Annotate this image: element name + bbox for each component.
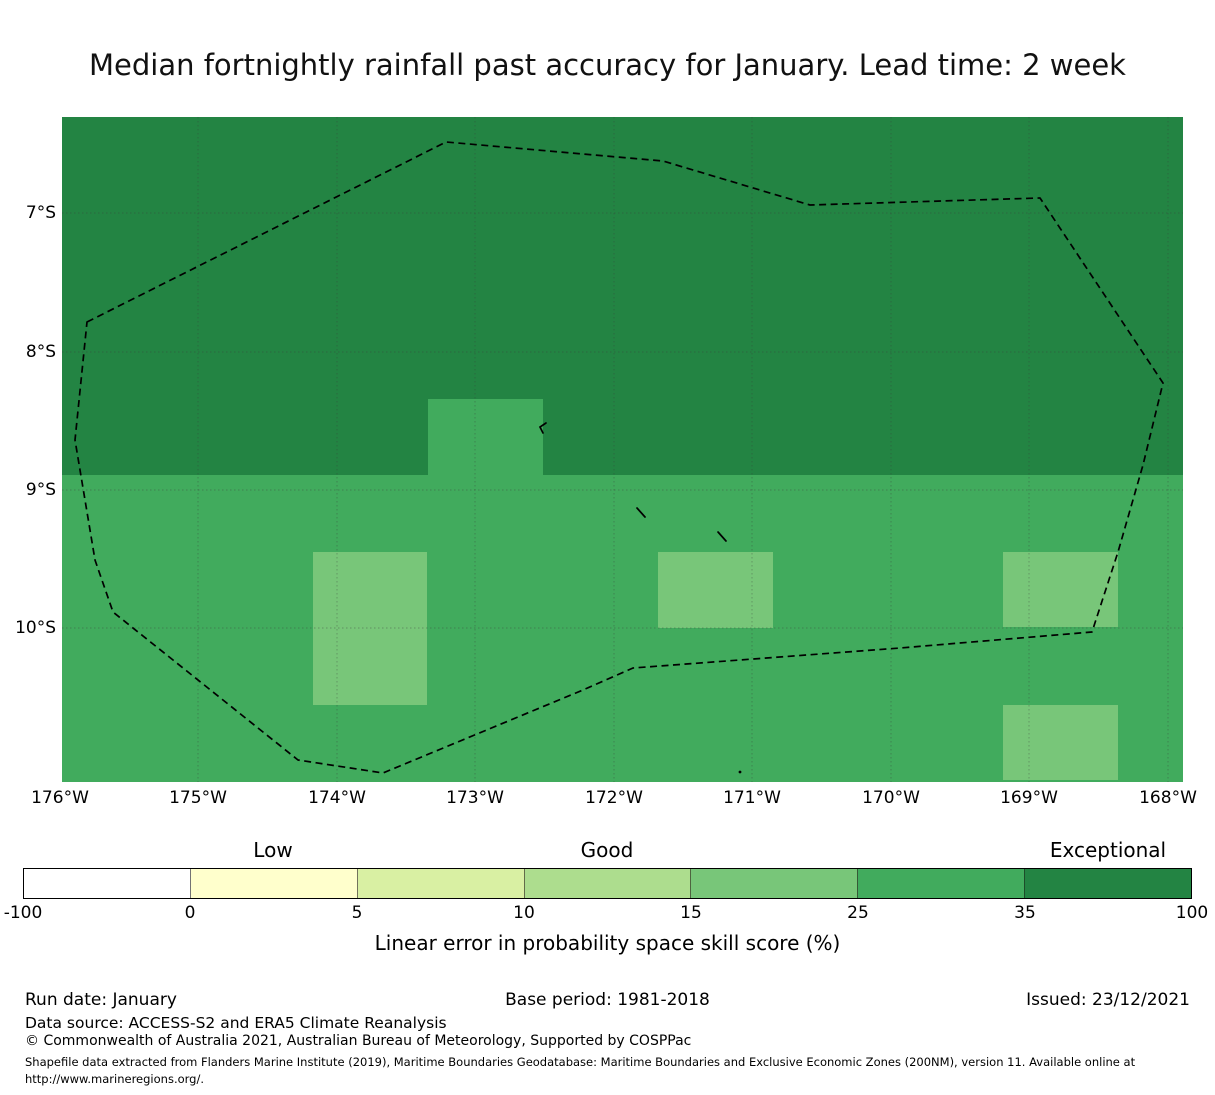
chart-title: Median fortnightly rainfall past accurac… (89, 48, 1126, 82)
shapefile-attribution-text: Shapefile data extracted from Flanders M… (25, 1055, 1136, 1087)
zone-skill-15-25-cell-east (1003, 552, 1118, 627)
colorbar-tick-label: 100 (1175, 903, 1209, 923)
colorbar-tick-label: 10 (513, 903, 535, 923)
island-mark (636, 507, 646, 518)
copyright-text: © Commonwealth of Australia 2021, Austra… (25, 1033, 692, 1049)
colorbar-segment-0-to-5 (190, 869, 358, 898)
colorbar-segment-5-to-10 (357, 869, 525, 898)
colorbar-category-labels: Low Good Exceptional (0, 838, 1215, 864)
longitude-tick-label: 168°W (1139, 788, 1197, 808)
zone-skill-25-35-south-band (62, 475, 1183, 782)
latitude-axis: 7°S 8°S 9°S 10°S (0, 0, 56, 800)
island-mark (717, 531, 727, 542)
colorbar-tick-label: 0 (184, 903, 196, 923)
colorbar (23, 868, 1192, 899)
colorbar-tick-label: 15 (680, 903, 702, 923)
colorbar-tick-labels: -100 0 5 10 15 25 35 100 (0, 903, 1215, 927)
zone-skill-15-25-cell-southeast (1003, 705, 1118, 780)
colorbar-axis-label: Linear error in probability space skill … (374, 931, 841, 955)
latitude-tick-label: 10°S (15, 618, 56, 638)
colorbar-category-good: Good (580, 838, 634, 862)
colorbar-category-exceptional: Exceptional (1049, 838, 1167, 862)
zone-skill-15-25-cell-central (658, 552, 773, 628)
map-area (62, 117, 1183, 782)
longitude-tick-label: 173°W (446, 788, 504, 808)
colorbar-tick-label: -100 (3, 903, 43, 923)
zone-skill-15-25-cell-west (313, 552, 427, 705)
longitude-tick-label: 169°W (1000, 788, 1058, 808)
longitude-tick-label: 170°W (862, 788, 920, 808)
colorbar-segment-15-to-25 (691, 869, 859, 898)
latitude-tick-label: 8°S (25, 342, 56, 362)
footer-row: Run date: January Base period: 1981-2018… (0, 990, 1215, 1012)
longitude-tick-label: 175°W (169, 788, 227, 808)
zone-skill-35-100-north-band (62, 117, 1183, 475)
colorbar-category-low: Low (253, 838, 293, 862)
base-period-text: Base period: 1981-2018 (505, 990, 710, 1010)
colorbar-tick-label: 25 (847, 903, 869, 923)
zone-skill-25-35-cell-173w (428, 399, 543, 475)
colorbar-segment-10-to-15 (524, 869, 692, 898)
eez-boundary-outline (74, 141, 1164, 774)
longitude-axis: 176°W 175°W 174°W 173°W 172°W 171°W 170°W 169°W… (0, 788, 1215, 814)
colorbar-segment-35-to-100 (1025, 869, 1192, 898)
longitude-tick-label: 176°W (31, 788, 89, 808)
latitude-tick-label: 7°S (25, 203, 56, 223)
longitude-tick-label: 171°W (723, 788, 781, 808)
colorbar-tick-label: 5 (351, 903, 363, 923)
colorbar-segment-25-to-35 (858, 869, 1026, 898)
colorbar-tick-label: 35 (1014, 903, 1036, 923)
latitude-tick-label: 9°S (25, 480, 56, 500)
run-date-text: Run date: January (25, 990, 177, 1010)
issued-date-text: Issued: 23/12/2021 (1026, 990, 1190, 1010)
colorbar-segment--100-to-0 (24, 869, 191, 898)
longitude-tick-label: 174°W (308, 788, 366, 808)
island-mark (738, 770, 742, 774)
data-source-text: Data source: ACCESS-S2 and ERA5 Climate … (25, 1014, 447, 1032)
island-mark (538, 422, 547, 434)
map-svg (62, 117, 1183, 782)
longitude-tick-label: 172°W (585, 788, 643, 808)
